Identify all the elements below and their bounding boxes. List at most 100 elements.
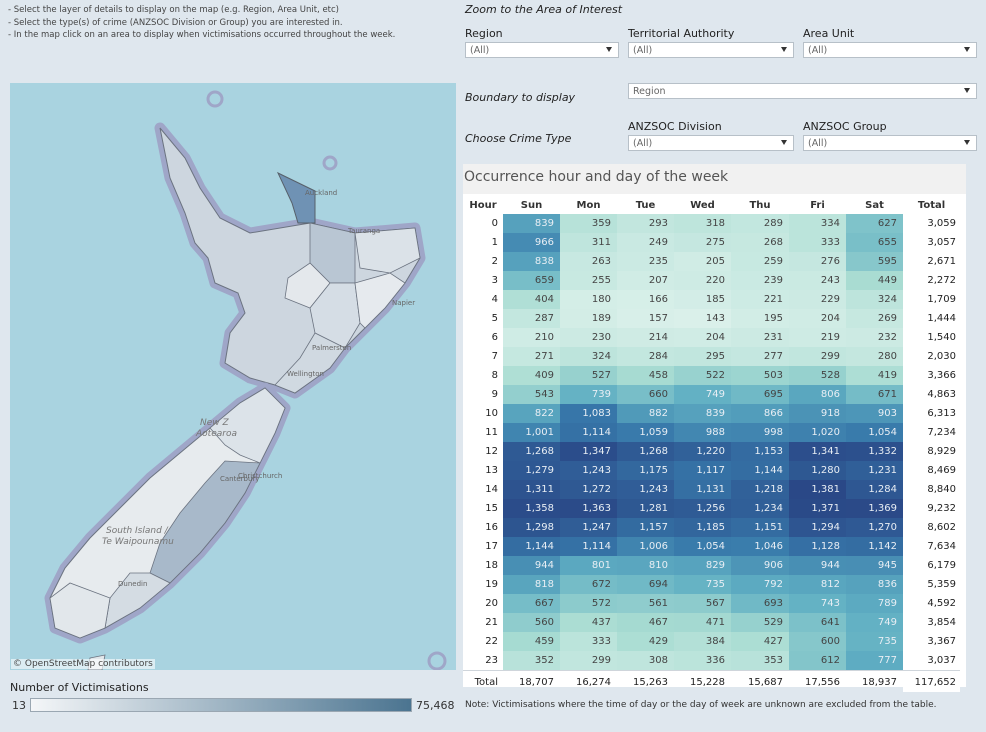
- heat-cell[interactable]: 735: [846, 632, 903, 651]
- heat-cell[interactable]: 966: [503, 233, 560, 252]
- heat-cell[interactable]: 1,046: [731, 537, 789, 556]
- heat-cell[interactable]: 944: [789, 556, 846, 575]
- table-row[interactable]: 17 1,144 1,114 1,006 1,054 1,046 1,128 1,142 7,6…: [463, 537, 960, 556]
- anzsoc-group-dropdown[interactable]: (All): [803, 135, 977, 151]
- heat-cell[interactable]: 1,363: [560, 499, 617, 518]
- heat-cell[interactable]: 806: [789, 385, 846, 404]
- heat-cell[interactable]: 1,144: [731, 461, 789, 480]
- table-row[interactable]: 5 287 189 157 143 195 204 269 1,444: [463, 309, 960, 328]
- heat-cell[interactable]: 667: [503, 594, 560, 613]
- heat-cell[interactable]: 503: [731, 366, 789, 385]
- heat-cell[interactable]: 235: [617, 252, 674, 271]
- heat-cell[interactable]: 276: [789, 252, 846, 271]
- heat-cell[interactable]: 204: [789, 309, 846, 328]
- heat-cell[interactable]: 214: [617, 328, 674, 347]
- heat-cell[interactable]: 866: [731, 404, 789, 423]
- heat-cell[interactable]: 1,117: [674, 461, 731, 480]
- heat-cell[interactable]: 1,054: [846, 423, 903, 442]
- heat-cell[interactable]: 818: [503, 575, 560, 594]
- heat-cell[interactable]: 1,369: [846, 499, 903, 518]
- heat-cell[interactable]: 143: [674, 309, 731, 328]
- heat-cell[interactable]: 1,268: [503, 442, 560, 461]
- table-row[interactable]: 2 838 263 235 205 259 276 595 2,671: [463, 252, 960, 271]
- heat-cell[interactable]: 336: [674, 651, 731, 671]
- heat-cell[interactable]: 243: [789, 271, 846, 290]
- heat-cell[interactable]: 232: [846, 328, 903, 347]
- heat-cell[interactable]: 945: [846, 556, 903, 575]
- heat-cell[interactable]: 334: [789, 214, 846, 233]
- heat-cell[interactable]: 801: [560, 556, 617, 575]
- heat-cell[interactable]: 1,185: [674, 518, 731, 537]
- heat-cell[interactable]: 1,247: [560, 518, 617, 537]
- heat-cell[interactable]: 271: [503, 347, 560, 366]
- heat-cell[interactable]: 918: [789, 404, 846, 423]
- heat-cell[interactable]: 561: [617, 594, 674, 613]
- table-row[interactable]: 6 210 230 214 204 231 219 232 1,540: [463, 328, 960, 347]
- table-row[interactable]: 12 1,268 1,347 1,268 1,220 1,153 1,341 1,332 8,9…: [463, 442, 960, 461]
- heat-cell[interactable]: 627: [846, 214, 903, 233]
- heat-cell[interactable]: 1,059: [617, 423, 674, 442]
- heat-cell[interactable]: 1,272: [560, 480, 617, 499]
- table-row[interactable]: 21 560 437 467 471 529 641 749 3,854: [463, 613, 960, 632]
- region-southland[interactable]: [49, 582, 111, 639]
- region-tasman-marlborough[interactable]: [209, 387, 286, 464]
- table-row[interactable]: 16 1,298 1,247 1,157 1,185 1,151 1,294 1,270 8,6…: [463, 518, 960, 537]
- heat-cell[interactable]: 353: [731, 651, 789, 671]
- territorial-authority-dropdown[interactable]: (All): [628, 42, 794, 58]
- heat-cell[interactable]: 239: [731, 271, 789, 290]
- heat-cell[interactable]: 471: [674, 613, 731, 632]
- table-row[interactable]: 1 966 311 249 275 268 333 655 3,057: [463, 233, 960, 252]
- heat-cell[interactable]: 1,311: [503, 480, 560, 499]
- heat-cell[interactable]: 429: [617, 632, 674, 651]
- heat-cell[interactable]: 293: [617, 214, 674, 233]
- heat-cell[interactable]: 1,083: [560, 404, 617, 423]
- heat-cell[interactable]: 735: [674, 575, 731, 594]
- heat-cell[interactable]: 944: [503, 556, 560, 575]
- heat-cell[interactable]: 231: [731, 328, 789, 347]
- heat-cell[interactable]: 333: [560, 632, 617, 651]
- heat-cell[interactable]: 812: [789, 575, 846, 594]
- heat-cell[interactable]: 612: [789, 651, 846, 671]
- heat-cell[interactable]: 839: [674, 404, 731, 423]
- heat-cell[interactable]: 829: [674, 556, 731, 575]
- heat-cell[interactable]: 1,281: [617, 499, 674, 518]
- heat-cell[interactable]: 739: [560, 385, 617, 404]
- heat-cell[interactable]: 449: [846, 271, 903, 290]
- heat-cell[interactable]: 1,218: [731, 480, 789, 499]
- heat-cell[interactable]: 311: [560, 233, 617, 252]
- heat-cell[interactable]: 427: [731, 632, 789, 651]
- heat-cell[interactable]: 1,175: [617, 461, 674, 480]
- heat-cell[interactable]: 299: [560, 651, 617, 671]
- heat-cell[interactable]: 1,270: [846, 518, 903, 537]
- heat-cell[interactable]: 295: [674, 347, 731, 366]
- heat-cell[interactable]: 220: [674, 271, 731, 290]
- heat-cell[interactable]: 528: [789, 366, 846, 385]
- heat-cell[interactable]: 838: [503, 252, 560, 271]
- heat-cell[interactable]: 693: [731, 594, 789, 613]
- heat-cell[interactable]: 384: [674, 632, 731, 651]
- heat-cell[interactable]: 522: [674, 366, 731, 385]
- heat-cell[interactable]: 195: [731, 309, 789, 328]
- map-canvas[interactable]: Auckland Tauranga Napier Palmerston Well…: [10, 83, 456, 670]
- heat-cell[interactable]: 595: [846, 252, 903, 271]
- heat-cell[interactable]: 1,131: [674, 480, 731, 499]
- heat-cell[interactable]: 458: [617, 366, 674, 385]
- heat-cell[interactable]: 789: [846, 594, 903, 613]
- table-row[interactable]: 4 404 180 166 185 221 229 324 1,709: [463, 290, 960, 309]
- table-row[interactable]: 14 1,311 1,272 1,243 1,131 1,218 1,381 1,284 8,8…: [463, 480, 960, 499]
- heat-cell[interactable]: 695: [731, 385, 789, 404]
- heat-cell[interactable]: 299: [789, 347, 846, 366]
- heat-cell[interactable]: 437: [560, 613, 617, 632]
- heat-cell[interactable]: 205: [674, 252, 731, 271]
- table-row[interactable]: 3 659 255 207 220 239 243 449 2,272: [463, 271, 960, 290]
- heat-cell[interactable]: 467: [617, 613, 674, 632]
- boundary-dropdown[interactable]: Region: [628, 83, 977, 99]
- heat-cell[interactable]: 157: [617, 309, 674, 328]
- area-unit-dropdown[interactable]: (All): [803, 42, 977, 58]
- heat-cell[interactable]: 229: [789, 290, 846, 309]
- heat-cell[interactable]: 230: [560, 328, 617, 347]
- table-row[interactable]: 13 1,279 1,243 1,175 1,117 1,144 1,280 1,231 8,4…: [463, 461, 960, 480]
- table-row[interactable]: 0 839 359 293 318 289 334 627 3,059: [463, 214, 960, 233]
- heat-cell[interactable]: 810: [617, 556, 674, 575]
- heat-cell[interactable]: 404: [503, 290, 560, 309]
